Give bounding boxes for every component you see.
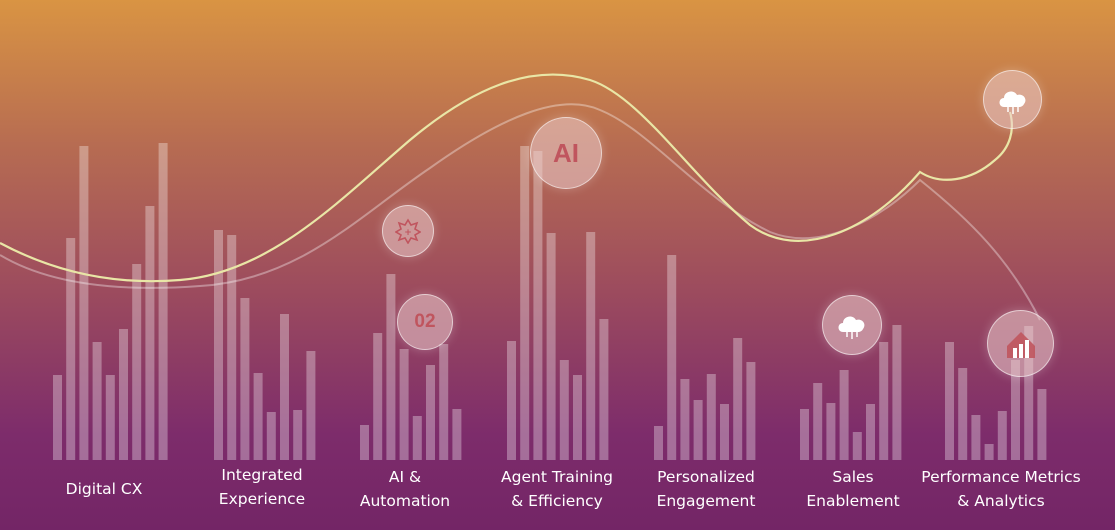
label-personalized-engagement: Personalized Engagement [656, 468, 756, 510]
bar [599, 319, 609, 460]
bar [746, 362, 756, 460]
bar-group-personalized-engagement [654, 255, 756, 460]
cloud-badge-sales[interactable] [822, 295, 882, 355]
bar [586, 232, 596, 460]
label-ai-automation: AI & Automation [359, 468, 451, 510]
bar [507, 341, 516, 460]
bar [546, 233, 556, 460]
bar [53, 375, 62, 460]
bar-groups [53, 143, 1047, 460]
bar [680, 379, 690, 460]
bar [280, 314, 289, 460]
bar-group-integrated-experience [214, 230, 316, 460]
bar [240, 298, 250, 460]
bar [971, 415, 981, 460]
bar [386, 274, 396, 460]
trend-line-shadow [0, 103, 1041, 321]
bar [452, 409, 462, 460]
bar [1037, 389, 1047, 460]
bar [214, 230, 223, 460]
bar [654, 426, 663, 460]
cloud-icon [999, 90, 1025, 114]
bar [559, 360, 569, 460]
label-performance-analytics: Performance Metrics & Analytics [921, 468, 1081, 510]
bar [733, 338, 743, 460]
bar [227, 235, 237, 460]
bar [1011, 360, 1020, 460]
bar [800, 409, 809, 460]
bar [533, 151, 543, 460]
bar [399, 349, 409, 460]
bar [892, 325, 902, 460]
bar [119, 329, 128, 460]
bar [997, 411, 1007, 460]
gear-sparkle-icon: + [395, 218, 421, 244]
cloud-icon [838, 316, 865, 339]
bar [720, 404, 729, 460]
step-badge[interactable]: 02 [397, 294, 453, 350]
bar [360, 425, 369, 460]
bar [66, 238, 76, 460]
cloud-badge-top[interactable] [983, 70, 1042, 129]
bar [813, 383, 823, 460]
bar [306, 351, 316, 460]
bar-group-ai-automation [360, 274, 462, 460]
bar [826, 403, 836, 460]
bar [145, 206, 155, 460]
bar [945, 342, 954, 460]
bar [573, 375, 582, 460]
home-chart-icon [1006, 331, 1035, 358]
bar [105, 375, 115, 460]
settings-badge[interactable]: + [382, 205, 434, 257]
bar [706, 374, 716, 460]
bar [984, 444, 994, 460]
bar [667, 255, 677, 460]
ai-badge-text: AI [553, 137, 579, 168]
ai-badge[interactable]: AI [530, 117, 602, 189]
bar [520, 146, 530, 460]
bar [266, 412, 276, 460]
bar [293, 410, 303, 460]
bar-group-agent-training [507, 146, 609, 460]
svg-text:+: + [404, 228, 412, 238]
bar-group-sales-enablement [800, 325, 902, 460]
label-digital-cx: Digital CX [65, 480, 143, 498]
bar-group-digital-cx [53, 143, 168, 460]
analytics-badge[interactable] [987, 310, 1054, 377]
bar [839, 370, 849, 460]
bar [879, 342, 889, 460]
bar-group-performance-analytics [945, 326, 1047, 460]
bar [852, 432, 862, 460]
step-badge-text: 02 [414, 311, 436, 332]
bar [866, 404, 875, 460]
bar [439, 344, 449, 460]
bar [426, 365, 435, 460]
bar [1024, 326, 1034, 460]
bar [132, 264, 142, 460]
bar [158, 143, 168, 460]
bar [79, 146, 89, 460]
bar [412, 416, 422, 460]
bar [693, 400, 703, 460]
label-integrated-experience: Integrated Experience [218, 466, 306, 508]
trend-line [0, 73, 1013, 283]
label-agent-training: Agent Training & Efficiency [501, 468, 613, 510]
bar [373, 333, 383, 460]
label-sales-enablement: Sales Enablement [806, 468, 900, 510]
bar [958, 368, 968, 460]
bar [92, 342, 102, 460]
bar [253, 373, 263, 460]
